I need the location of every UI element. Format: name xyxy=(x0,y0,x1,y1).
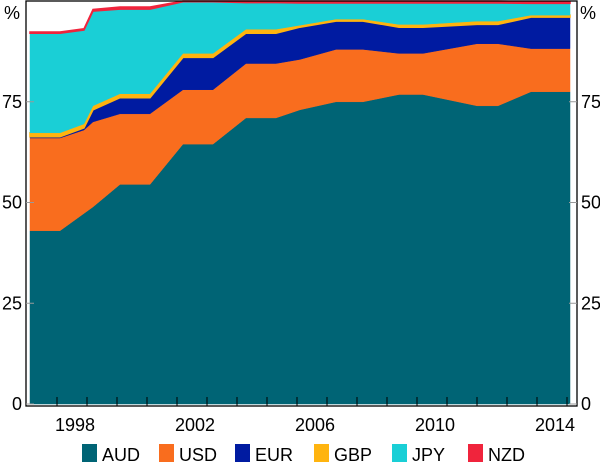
y-axis-label-right: % xyxy=(580,3,596,23)
axes: 0 0 25 25 50 50 75 75 1998 2002 2006 2010 2014 xyxy=(2,92,600,435)
legend-swatch-jpy xyxy=(392,444,407,462)
x-tick-label: 2002 xyxy=(175,415,215,435)
y-tick-label-right: 75 xyxy=(581,92,600,112)
x-tick-label: 1998 xyxy=(55,415,95,435)
y-tick-label-left: 0 xyxy=(12,394,22,414)
areas xyxy=(29,0,571,405)
legend-label-gbp: GBP xyxy=(334,445,372,464)
legend-swatch-eur xyxy=(235,444,250,462)
y-tick-label-left: 25 xyxy=(2,293,22,313)
x-tick-label: 2010 xyxy=(415,415,455,435)
legend-swatch-usd xyxy=(159,444,174,462)
legend-label-aud: AUD xyxy=(102,445,140,464)
y-tick-label-right: 25 xyxy=(581,293,600,313)
legend-swatch-gbp xyxy=(314,444,329,462)
legend-label-nzd: NZD xyxy=(488,445,525,464)
y-tick-label-right: 0 xyxy=(581,394,591,414)
legend-swatch-aud xyxy=(82,444,97,462)
y-tick-label-left: 50 xyxy=(2,193,22,213)
plot-frame xyxy=(25,0,578,407)
y-axis-label-left: % xyxy=(4,3,20,23)
x-tick-label: 2014 xyxy=(535,415,575,435)
y-tick-label-left: 75 xyxy=(2,92,22,112)
legend-label-eur: EUR xyxy=(255,445,293,464)
legend-label-jpy: JPY xyxy=(412,445,445,464)
legend: AUD USD EUR GBP JPY NZD xyxy=(82,444,525,465)
legend-swatch-nzd xyxy=(468,444,483,462)
y-tick-label-right: 50 xyxy=(581,193,600,213)
x-tick-label: 2006 xyxy=(295,415,335,435)
legend-label-usd: USD xyxy=(179,445,217,464)
